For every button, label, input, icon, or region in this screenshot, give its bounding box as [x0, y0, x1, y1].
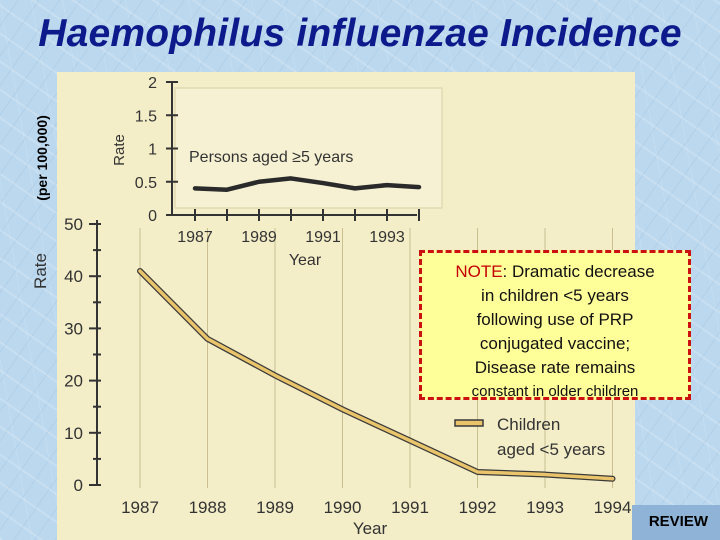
inset-x-tick-label: 1991 — [305, 229, 341, 246]
main-y-tick-label: 40 — [64, 267, 83, 286]
main-x-tick-label: 1990 — [324, 498, 362, 517]
inset-y-tick-label: 2 — [148, 75, 157, 92]
note-line-4: conjugated vaccine; — [479, 334, 631, 353]
data-point-children — [273, 373, 277, 377]
data-point-children — [476, 470, 479, 474]
series-line-children — [138, 269, 615, 481]
review-button[interactable]: REVIEW — [648, 513, 708, 530]
main-x-tick-label: 1993 — [526, 498, 564, 517]
main-y-axis-label: Rate — [31, 253, 50, 289]
note-line-6: constant in older children — [471, 383, 639, 400]
note-line-1-rest: : Dramatic decrease — [502, 262, 655, 281]
inset-y-tick-label: 0 — [148, 208, 157, 225]
main-x-tick-label: 1987 — [121, 498, 159, 517]
inset-x-tick-label: 1989 — [241, 229, 277, 246]
review-bar — [632, 505, 720, 540]
series-line-persons — [192, 176, 422, 192]
main-x-tick-label: 1991 — [391, 498, 429, 517]
main-x-tick-label: 1988 — [189, 498, 227, 517]
data-point-children — [206, 337, 209, 341]
note-line-5: Disease rate remains — [474, 358, 636, 377]
data-point-children — [138, 269, 142, 273]
main-legend: Children aged <5 years — [454, 415, 605, 459]
page-title: Haemophilus influenzae Incidence — [38, 12, 682, 55]
inset-y-tick-label: 1 — [148, 142, 157, 159]
main-x-tick-label: 1992 — [459, 498, 497, 517]
legend-label-children-line1: Children — [497, 415, 560, 434]
legend-label-children-line2: aged <5 years — [497, 440, 605, 459]
inset-y-tick-label: 0.5 — [135, 175, 157, 192]
main-y-tick-label: 10 — [64, 424, 83, 443]
main-y-tick-label: 0 — [74, 476, 83, 495]
main-x-tick-label: 1989 — [256, 498, 294, 517]
main-x-tick-label: 1994 — [594, 498, 632, 517]
data-point-children — [341, 407, 344, 411]
main-y-tick-label: 50 — [64, 215, 83, 234]
note-lead: NOTE — [455, 262, 503, 281]
inset-x-tick-label: 1993 — [369, 229, 405, 246]
note-line-1: NOTE: Dramatic decrease — [422, 260, 688, 284]
inset-x-axis-label: Year — [289, 252, 322, 269]
inset-legend-label: Persons aged ≥5 years — [189, 149, 353, 166]
inset-x-tick-label: 1987 — [177, 229, 213, 246]
inset-y-axis-label: Rate — [111, 134, 128, 166]
main-y-tick-label: 20 — [64, 372, 83, 391]
legend-swatch-children — [454, 419, 484, 427]
inset-y-tick-label: 1.5 — [135, 108, 157, 125]
main-y-tick-label: 30 — [64, 319, 83, 338]
note-line-3: following use of PRP — [476, 310, 634, 329]
main-x-axis-label: Year — [353, 519, 388, 538]
data-point-children — [408, 439, 412, 443]
data-point-children — [611, 477, 614, 481]
note-line-2: in children <5 years — [481, 286, 629, 305]
data-point-children — [543, 473, 547, 477]
note-box: NOTE: Dramatic decrease in children <5 y… — [419, 250, 691, 400]
